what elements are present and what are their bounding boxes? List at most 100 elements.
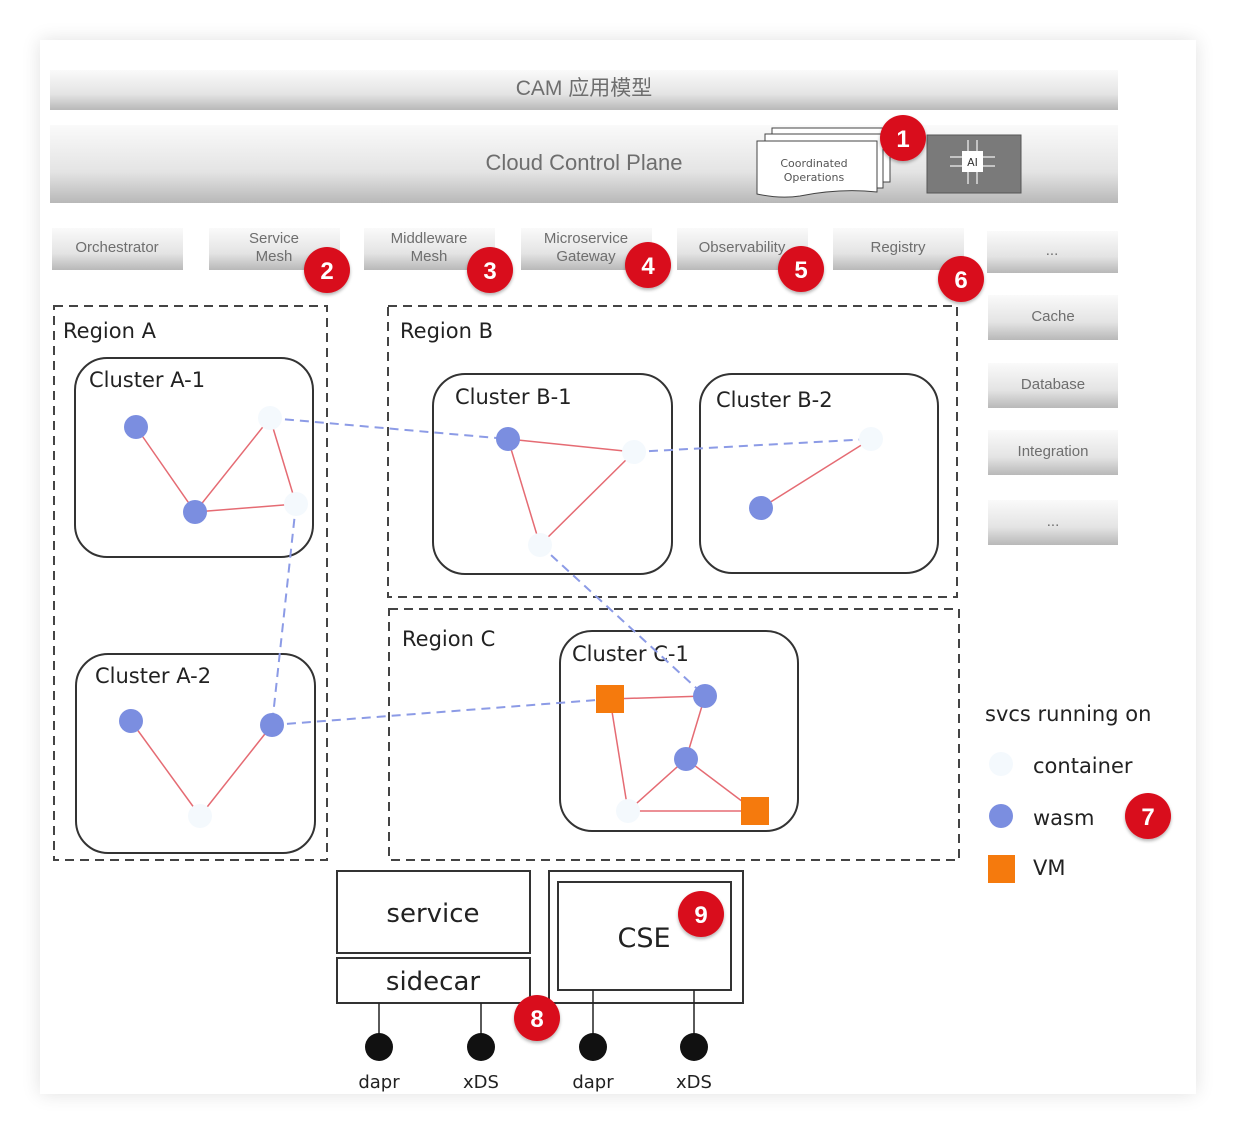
component-label: Service [249, 230, 299, 247]
vm-node [596, 685, 624, 713]
sidecar-label: sidecar [386, 967, 480, 997]
cluster-a1-label: Cluster A-1 [89, 368, 205, 392]
cluster-b2-label: Cluster B-2 [716, 388, 833, 412]
region-a-label: Region A [63, 319, 157, 343]
cross-cluster-link [633, 438, 872, 453]
badge-7 [1125, 793, 1171, 839]
service-edge [199, 724, 273, 817]
service-edge [130, 720, 201, 817]
component-0 [52, 228, 183, 270]
service-edge [609, 698, 629, 812]
badge-number: 8 [530, 1006, 543, 1033]
side-component-1 [988, 363, 1118, 408]
region-a [53, 305, 328, 861]
legend-vm-label: VM [1033, 856, 1065, 880]
service-label: service [386, 899, 479, 929]
app-model-title: CAM 应用模型 [516, 77, 653, 100]
ai-chip-label: AI [967, 156, 978, 169]
container-node [622, 440, 646, 464]
badge-number: 6 [954, 267, 967, 294]
port-dot [579, 1033, 607, 1061]
side-component-2 [988, 430, 1118, 475]
region-c [388, 608, 960, 861]
service-edge [269, 417, 297, 505]
wasm-node [119, 709, 143, 733]
cse-label: CSE [617, 923, 670, 954]
service-edge [609, 695, 706, 700]
service-edge [507, 438, 635, 453]
component-label: Mesh [256, 248, 293, 265]
cluster-a2-label: Cluster A-2 [95, 664, 211, 688]
service-edge [539, 451, 635, 546]
port-dot [365, 1033, 393, 1061]
component-label: Gateway [556, 248, 616, 265]
wasm-node [749, 496, 773, 520]
sidecar-box [336, 957, 531, 1004]
ai-chip-icon: AI [926, 134, 1022, 194]
badge-number: 2 [320, 258, 333, 285]
side-component-3 [988, 500, 1118, 545]
service-edge [194, 417, 271, 513]
badge-4 [625, 242, 671, 288]
port-label: xDS [463, 1072, 499, 1093]
coordinated-ops-line1: Coordinated [780, 157, 847, 170]
port-label: dapr [572, 1072, 614, 1093]
wasm-node [693, 684, 717, 708]
component-label: Mesh [411, 248, 448, 265]
cluster-a2 [75, 653, 316, 854]
badge-number: 9 [694, 902, 707, 929]
side-component-label: Cache [1031, 308, 1074, 325]
legend-container-swatch [989, 752, 1013, 776]
cluster-c1 [559, 630, 799, 832]
component-6 [987, 231, 1118, 273]
vm-node [741, 797, 769, 825]
port-dot [680, 1033, 708, 1061]
legend-container-label: container [1033, 754, 1133, 778]
badge-number: 4 [641, 253, 655, 280]
container-node [188, 804, 212, 828]
service-edge [135, 426, 196, 513]
side-component-label: Integration [1018, 443, 1089, 460]
coordinated-ops-line2: Operations [784, 171, 845, 184]
component-label: Registry [870, 239, 926, 256]
wasm-node [183, 500, 207, 524]
wasm-node [496, 427, 520, 451]
legend-title: svcs running on [985, 702, 1151, 726]
container-node [284, 492, 308, 516]
service-box [336, 870, 531, 954]
region-c-label: Region C [402, 627, 495, 651]
component-label: Middleware [391, 230, 468, 247]
legend-wasm-swatch [989, 804, 1013, 828]
service-edge [194, 503, 297, 513]
container-node [616, 799, 640, 823]
cluster-b1 [432, 373, 673, 575]
service-edge [627, 758, 687, 812]
badge-9 [678, 891, 724, 937]
badge-number: 3 [483, 258, 496, 285]
badge-8 [514, 995, 560, 1041]
cross-cluster-link [269, 417, 509, 440]
component-label: Microservice [544, 230, 628, 247]
cross-cluster-link [271, 698, 611, 726]
wasm-node [260, 713, 284, 737]
region-b-label: Region B [400, 319, 493, 343]
cluster-c1-label: Cluster C-1 [572, 642, 689, 666]
component-label: Orchestrator [75, 239, 158, 256]
badge-5 [778, 246, 824, 292]
component-label: ... [1046, 242, 1059, 259]
legend-wasm-label: wasm [1033, 806, 1094, 830]
container-node [859, 427, 883, 451]
badge-3 [467, 247, 513, 293]
badge-6 [938, 256, 984, 302]
region-b [387, 305, 958, 598]
service-edge [507, 438, 541, 546]
app-model-bar [50, 70, 1118, 110]
legend-vm-swatch [988, 855, 1015, 883]
cross-cluster-link [271, 503, 297, 726]
coordinated-operations-icon: Coordinated Operations [756, 127, 891, 198]
badge-2 [304, 247, 350, 293]
side-component-0 [988, 295, 1118, 340]
wasm-node [674, 747, 698, 771]
container-node [258, 406, 282, 430]
